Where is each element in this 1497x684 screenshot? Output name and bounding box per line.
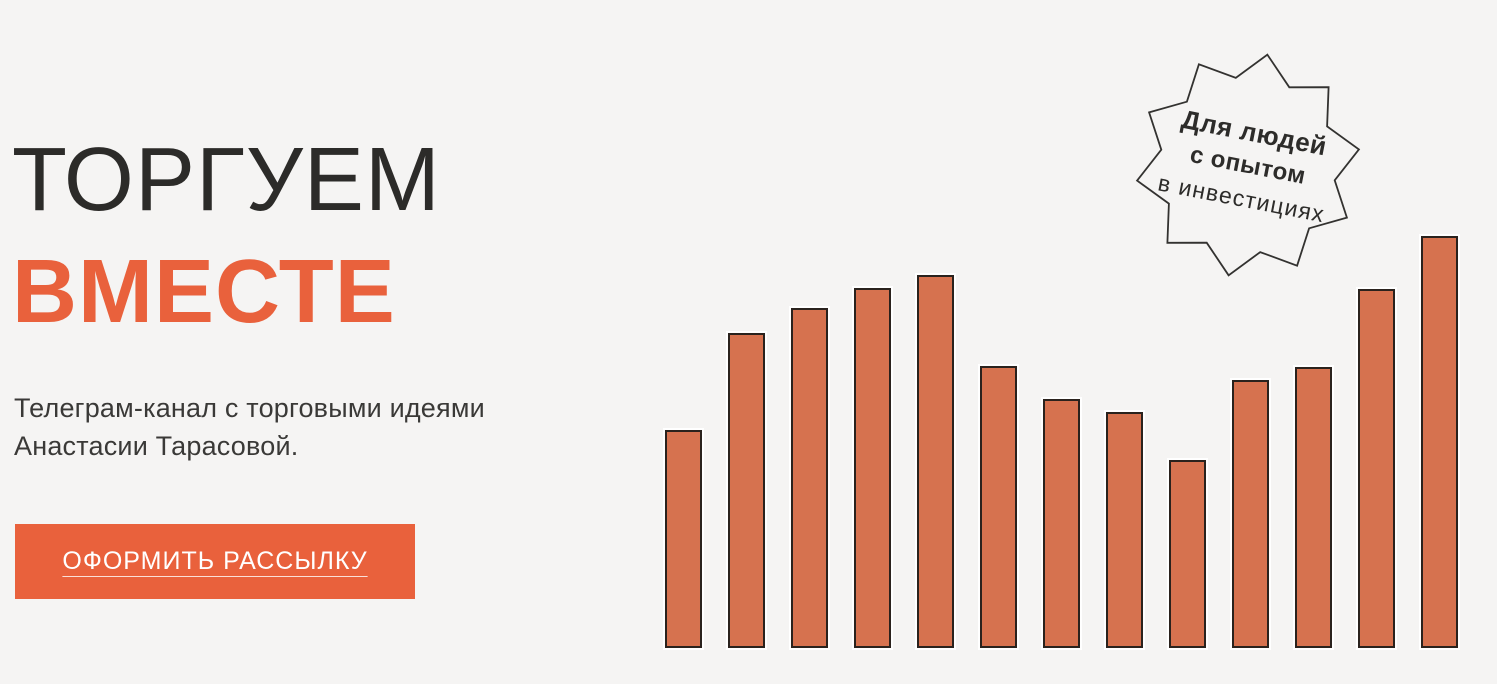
subscribe-button-label: ОФОРМИТЬ РАССЫЛКУ (62, 547, 368, 575)
starburst-icon (1135, 53, 1361, 277)
bar (1169, 460, 1206, 648)
bar (1106, 412, 1143, 648)
experience-badge: Для людей с опытом в инвестициях (1128, 45, 1368, 285)
bar (791, 308, 828, 648)
bar (665, 430, 702, 648)
subtitle: Телеграм-канал с торговыми идеями Анаста… (14, 389, 485, 465)
page-title-line2: ВМЕСТЕ (12, 242, 396, 342)
bar (1232, 380, 1269, 648)
subscribe-button[interactable]: ОФОРМИТЬ РАССЫЛКУ (15, 524, 415, 599)
bar (854, 288, 891, 648)
badge-text: Для людей с опытом в инвестициях (1107, 24, 1388, 305)
bar (1358, 289, 1395, 648)
bar (1043, 399, 1080, 648)
bar (1421, 236, 1458, 648)
subtitle-line2: Анастасии Тарасовой. (14, 431, 299, 461)
bar-chart (665, 218, 1458, 648)
bar (728, 333, 765, 648)
subtitle-line1: Телеграм-канал с торговыми идеями (14, 393, 485, 423)
page-title-line1: ТОРГУЕМ (12, 130, 441, 230)
bar (917, 275, 954, 648)
bar (1295, 367, 1332, 648)
bar (980, 366, 1017, 648)
